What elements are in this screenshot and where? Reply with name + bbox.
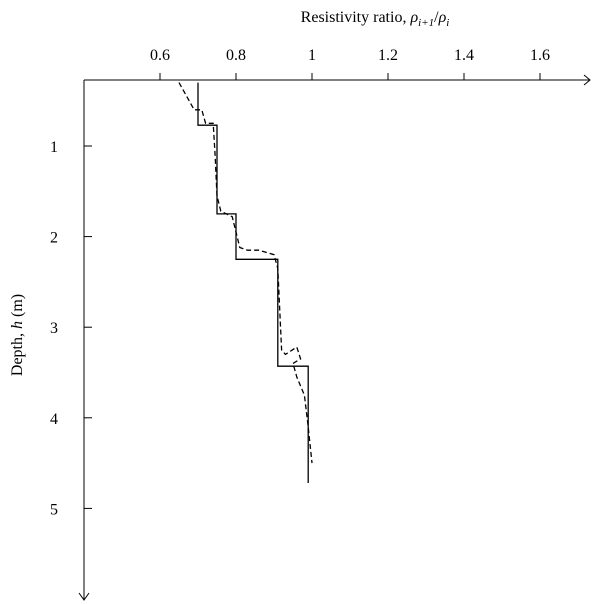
x-tick-label: 1.6	[530, 47, 550, 64]
x-axis-arrow	[583, 74, 591, 86]
subscript-i: i	[446, 17, 449, 29]
x-tick-label: 1.2	[378, 47, 398, 64]
x-axis-title-prefix: Resistivity ratio,	[301, 9, 411, 26]
slash-symbol: /	[434, 9, 439, 26]
y-axis-unit: (m)	[9, 294, 26, 321]
x-tick-label: 0.6	[150, 47, 170, 64]
y-tick-label: 3	[50, 320, 58, 337]
x-ticks: 0.6 0.8 1 1.2 1.4 1.6	[150, 47, 550, 80]
y-axis-title-prefix: Depth,	[9, 329, 26, 376]
y-tick-label: 2	[50, 230, 58, 247]
y-ticks: 1 2 3 4 5	[50, 139, 92, 518]
x-axis-title: Resistivity ratio, ρi+1/ρi	[301, 9, 450, 29]
y-axis-title: Depth, h (m)	[9, 294, 26, 376]
x-tick-label: 1	[308, 47, 316, 64]
rho-symbol-2: ρ	[438, 9, 447, 26]
y-axis-arrow	[78, 592, 90, 601]
x-tick-label: 1.4	[454, 47, 474, 64]
solid-series-line	[197, 82, 309, 483]
series-group	[178, 82, 313, 483]
y-tick-label: 1	[50, 139, 58, 156]
y-tick-label: 5	[50, 501, 58, 518]
x-tick-label: 0.8	[226, 47, 246, 64]
dashed-series-line	[178, 82, 313, 464]
axes	[78, 74, 591, 601]
y-axis-variable: h	[9, 321, 26, 329]
subscript-i-plus-1: i+1	[418, 17, 434, 29]
rho-symbol: ρ	[409, 9, 418, 26]
y-tick-label: 4	[50, 411, 58, 428]
